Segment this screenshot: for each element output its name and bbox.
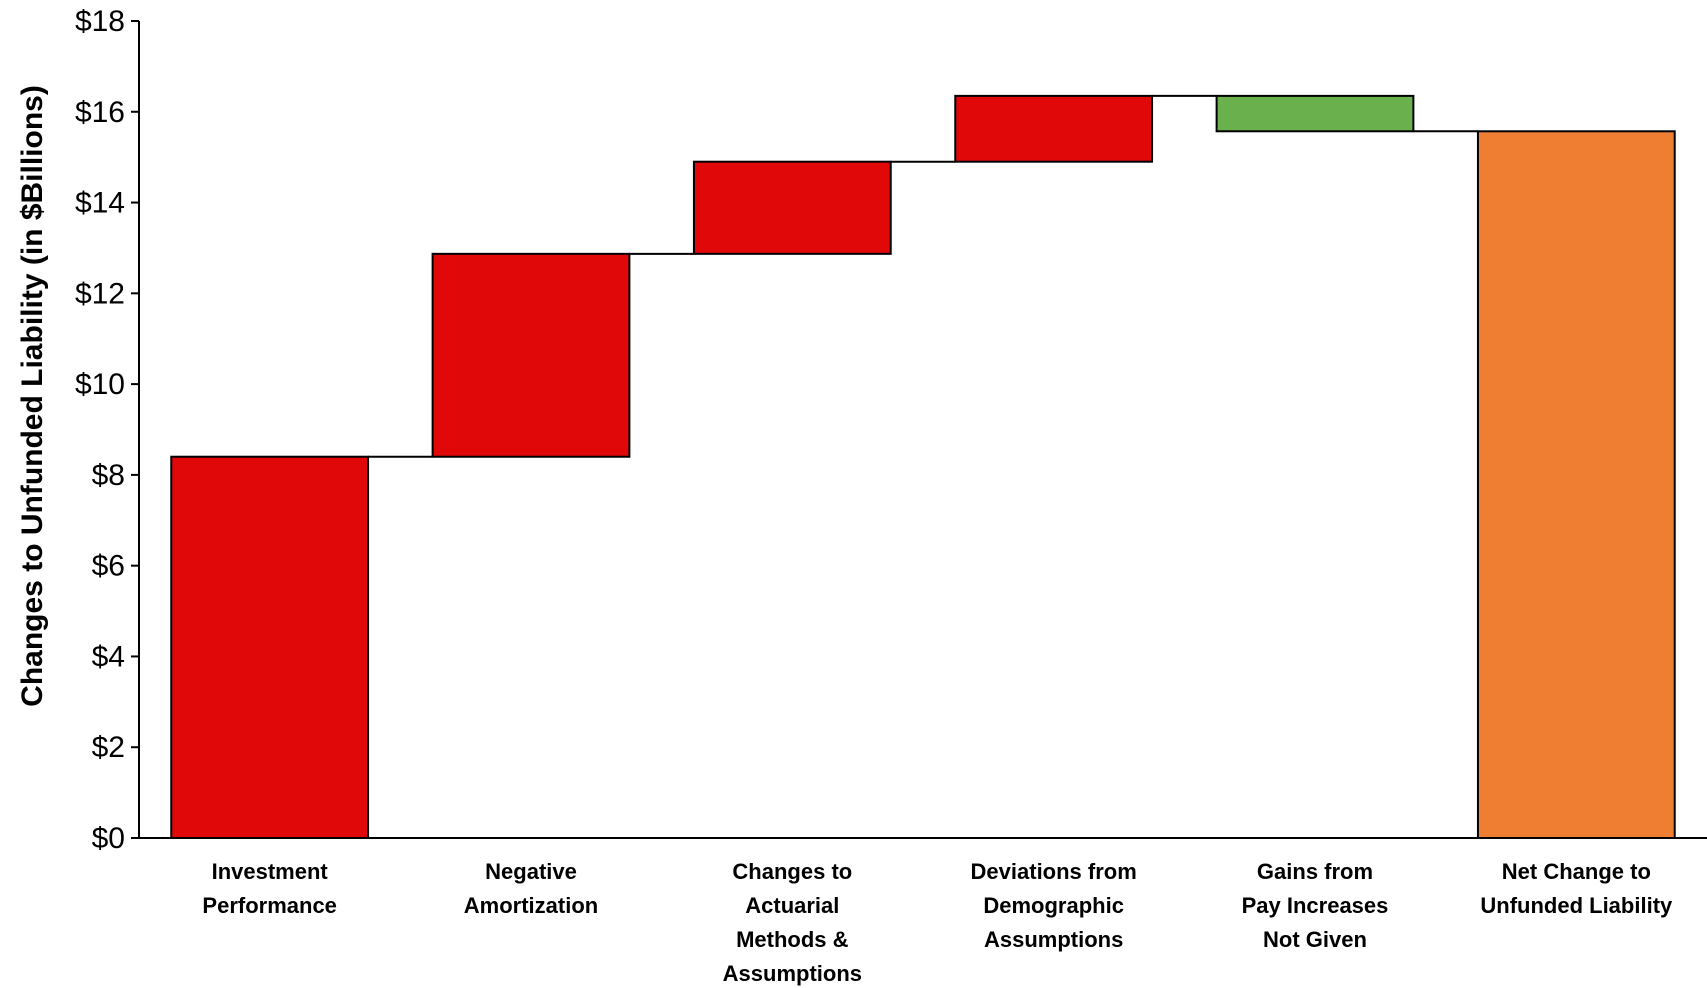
category-label: Negative Amortization (464, 859, 598, 918)
y-tick-label: $6 (92, 550, 125, 583)
y-ticks: $0 $2 $4 $6 $8 $10 $12 $14 $16 $18 (75, 5, 139, 855)
y-axis-title: Changes to Unfunded Liability (in $Billi… (16, 85, 49, 707)
y-tick-label: $14 (75, 187, 125, 220)
category-label: Investment Performance (202, 859, 337, 918)
bar-4 (1215, 94, 1415, 133)
axes (138, 21, 1707, 839)
bar-1 (431, 252, 631, 458)
y-tick-label: $12 (75, 277, 125, 310)
y-tick-label: $8 (92, 459, 125, 492)
bar-5 (1476, 130, 1676, 840)
y-tick-label: $2 (92, 731, 125, 764)
bar-2 (692, 160, 892, 255)
y-tick-label: $0 (92, 822, 125, 855)
category-label: Net Change to Unfunded Liability (1480, 859, 1673, 918)
bars (170, 94, 1676, 840)
y-tick-label: $4 (92, 640, 125, 673)
y-tick-label: $10 (75, 368, 125, 401)
bar-0 (170, 455, 370, 839)
connector-lines (368, 94, 1478, 458)
x-category-labels: Investment Performance Negative Amortizatio… (202, 859, 1673, 986)
category-label: Changes to Actuarial Methods & Assumptions (723, 859, 862, 986)
category-label: Gains from Pay Increases Not Given (1242, 859, 1389, 952)
y-tick-label: $16 (75, 96, 125, 129)
bar-3 (954, 94, 1154, 163)
y-tick-label: $18 (75, 5, 125, 38)
category-label: Deviations from Demographic Assumptions (971, 859, 1137, 952)
